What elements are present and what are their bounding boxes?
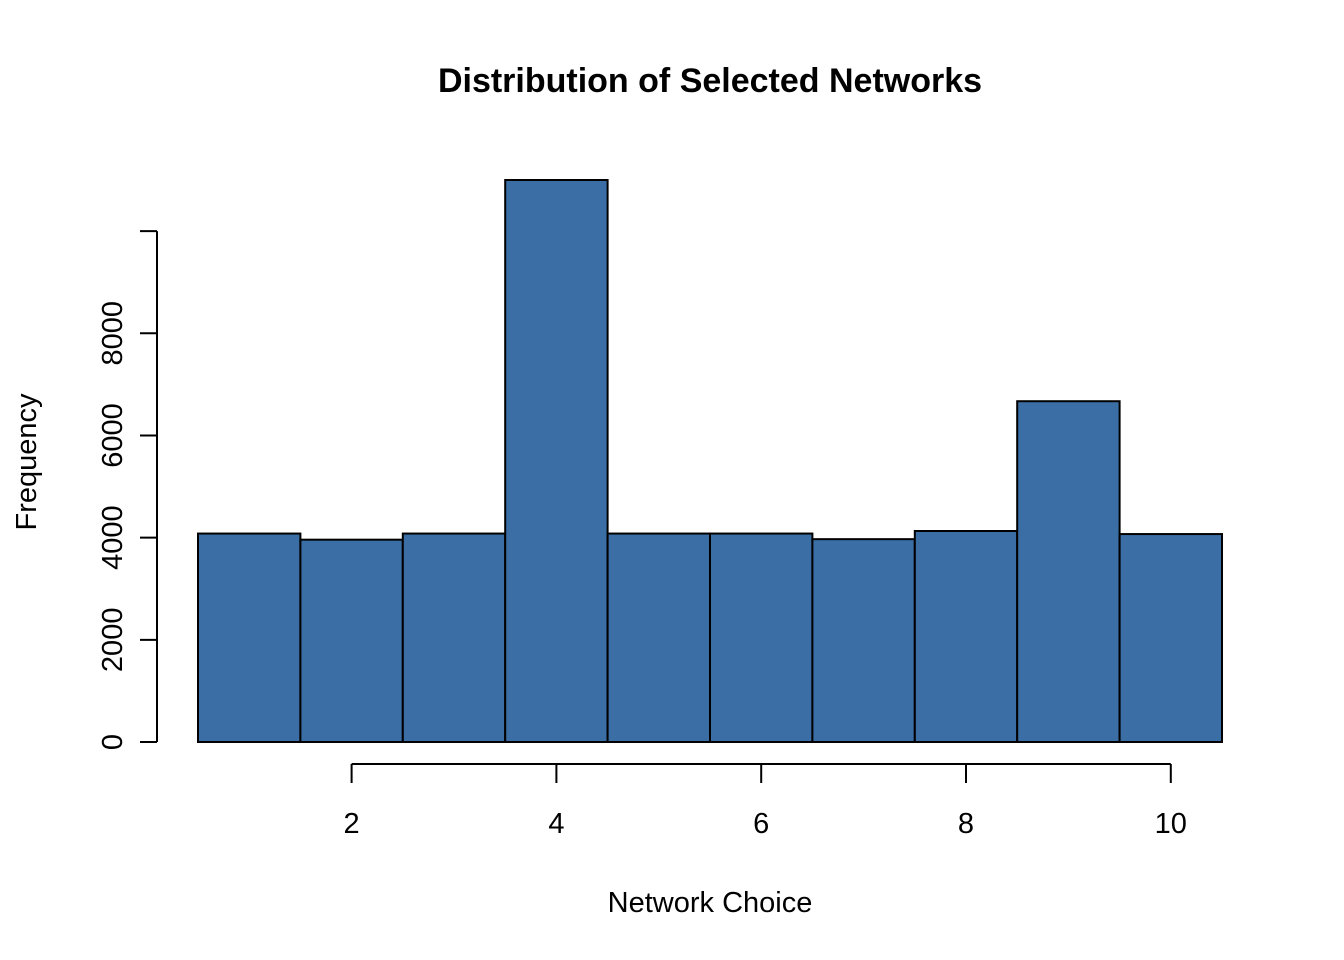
bar-9 (1016, 400, 1121, 743)
bar-1 (197, 532, 302, 743)
y-tick-label-6000: 6000 (97, 403, 129, 468)
bar-4 (504, 179, 609, 743)
bar-7 (811, 538, 916, 743)
bar-2 (299, 538, 404, 743)
bar-3 (401, 532, 507, 743)
x-tick-label-6: 6 (753, 808, 769, 840)
x-tick-label-10: 10 (1155, 808, 1187, 840)
y-tick-label-0: 0 (97, 734, 129, 750)
x-axis: 2 4 6 8 10 (344, 763, 1187, 840)
x-tick-label-2: 2 (344, 808, 360, 840)
y-axis-label: Frequency (11, 393, 43, 531)
x-tick-label-4: 4 (548, 808, 564, 840)
chart-title: Distribution of Selected Networks (438, 62, 982, 100)
bar-6 (709, 532, 814, 743)
bar-10 (1118, 533, 1223, 743)
y-tick-label-4000: 4000 (97, 505, 129, 570)
x-axis-label: Network Choice (608, 887, 813, 919)
bar-5 (606, 532, 711, 743)
bar-8 (913, 529, 1019, 744)
y-axis: 0 2000 4000 6000 8000 (97, 230, 158, 750)
bars-group (197, 179, 1223, 744)
y-tick-label-8000: 8000 (97, 301, 129, 366)
y-tick-label-2000: 2000 (97, 608, 129, 673)
x-tick-label-8: 8 (958, 808, 974, 840)
